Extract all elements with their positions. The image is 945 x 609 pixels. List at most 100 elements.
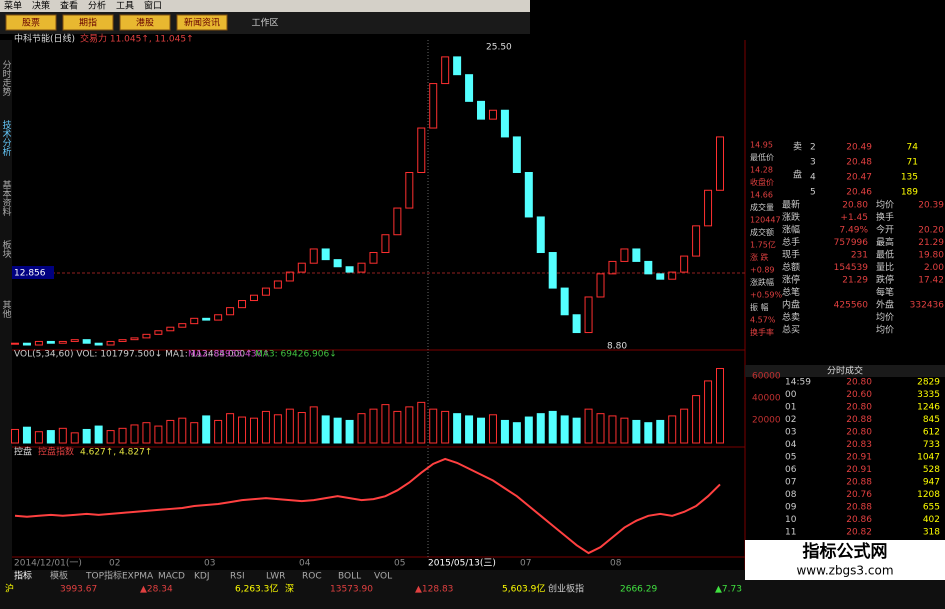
stat: 14.95	[750, 141, 773, 150]
candle	[429, 83, 438, 129]
book-price: 20.48	[846, 158, 872, 168]
bottom-tab[interactable]: ROC	[302, 572, 322, 582]
candle	[118, 339, 127, 342]
candle	[357, 262, 366, 273]
book-volume: 71	[907, 158, 918, 168]
toolbar-button[interactable]	[5, 14, 57, 31]
bottom-tab[interactable]: 模板	[50, 570, 68, 582]
volume-bar	[716, 368, 724, 444]
quote-value: 19.80	[918, 251, 944, 261]
bottom-tab[interactable]: MACD	[158, 572, 185, 582]
volume-bar	[226, 413, 235, 444]
candle	[214, 314, 223, 321]
volume-bar	[46, 430, 55, 444]
toolbar-label[interactable]: 新闻资讯	[184, 17, 220, 29]
volume-bar	[321, 415, 330, 444]
menu-item[interactable]: 工具	[116, 1, 134, 12]
volume-bar	[297, 412, 306, 444]
toolbar-label[interactable]: 股票	[22, 18, 40, 29]
toolbar-button[interactable]	[176, 14, 228, 31]
market-cyb-index: 2666.29	[620, 585, 657, 595]
volume-bar	[70, 432, 79, 444]
quote-label: 总卖	[782, 311, 800, 323]
bottom-tab[interactable]: LWR	[266, 572, 285, 582]
date-label: 04	[299, 559, 311, 569]
volume-bar	[488, 414, 497, 444]
date-label: 03	[204, 559, 215, 569]
book-volume: 74	[907, 143, 919, 153]
menu-item[interactable]: 分析	[88, 0, 106, 12]
control-value: 4.627↑, 4.827↑	[80, 448, 152, 458]
toolbar-label[interactable]: 工作区	[251, 17, 278, 29]
menu-item[interactable]: 菜单	[4, 0, 22, 12]
stat: 4.57%	[750, 316, 776, 325]
tick-time: 07	[785, 478, 796, 488]
volume-axis-label: 40000	[752, 394, 781, 404]
candle	[441, 56, 450, 85]
toolbar-button[interactable]	[62, 14, 114, 31]
stat: 成交额	[750, 227, 774, 237]
side-tab[interactable]: 其他	[1, 300, 12, 319]
side-tab[interactable]: 分时走势	[1, 60, 12, 97]
tick-price: 20.80	[846, 403, 872, 413]
toolbar-label[interactable]: 期指	[79, 17, 97, 29]
tick-volume: 1246	[917, 403, 940, 413]
side-tab[interactable]: 板块	[1, 239, 12, 259]
volume-bar	[596, 413, 605, 444]
candle	[369, 252, 378, 264]
bottom-tab[interactable]: TOP指标	[85, 570, 122, 582]
quote-label: 今开	[876, 224, 894, 236]
book-price: 20.46	[846, 188, 872, 198]
volume-bar	[58, 427, 67, 444]
market-sz: 深	[285, 584, 294, 595]
candle	[608, 260, 617, 275]
volume-bar	[190, 422, 199, 444]
stat: 14.28	[750, 166, 773, 175]
tick-time: 03	[785, 428, 796, 438]
menu-item[interactable]: 窗口	[144, 0, 162, 12]
quote-value: 425560	[834, 301, 869, 311]
side-tab[interactable]: 基本资料	[1, 179, 12, 217]
bottom-tab[interactable]: BOLL	[338, 572, 361, 582]
book-level: 4	[810, 173, 816, 183]
volume-axis-label: 20000	[752, 416, 781, 426]
side-tab[interactable]: 技术分析	[1, 119, 12, 157]
candle	[273, 280, 282, 289]
menu-item[interactable]: 查看	[60, 0, 78, 12]
candle	[46, 340, 55, 344]
candle	[393, 207, 402, 236]
bottom-tab[interactable]: VOL	[374, 572, 392, 582]
candle	[285, 271, 294, 282]
quote-label: 总买	[782, 324, 800, 336]
volume-bar	[441, 410, 450, 444]
toolbar-label[interactable]: 港股	[136, 17, 154, 29]
bottom-tab[interactable]: 指标	[14, 570, 32, 582]
volume-bar	[668, 415, 677, 444]
candle	[249, 294, 258, 302]
tick-price: 20.83	[846, 440, 872, 450]
menu-item[interactable]: 决策	[32, 0, 50, 12]
tick-volume: 1208	[917, 490, 940, 500]
volume-ma2: MA2: 85933.430↑	[188, 350, 270, 360]
candle	[405, 171, 414, 209]
date-label: 02	[109, 559, 120, 569]
volume-bar	[393, 410, 402, 444]
candle	[381, 234, 390, 254]
candle	[548, 252, 557, 289]
candle	[620, 248, 629, 262]
tick-time: 11	[785, 528, 796, 538]
candle	[34, 340, 43, 346]
candle	[656, 273, 665, 280]
quote-label: 涨幅	[782, 224, 800, 236]
tick-price: 20.82	[846, 528, 872, 538]
candle	[22, 342, 31, 346]
tick-time: 00	[785, 390, 797, 400]
tick-volume: 402	[923, 515, 940, 525]
bottom-tab[interactable]: KDJ	[194, 572, 210, 582]
market-sz-index: 13573.90	[330, 585, 373, 595]
bottom-tab[interactable]: EXPMA	[122, 572, 154, 582]
volume-bar	[584, 408, 593, 444]
toolbar-button[interactable]	[119, 14, 171, 31]
bottom-tab[interactable]: RSI	[230, 572, 245, 582]
candle	[70, 339, 79, 342]
